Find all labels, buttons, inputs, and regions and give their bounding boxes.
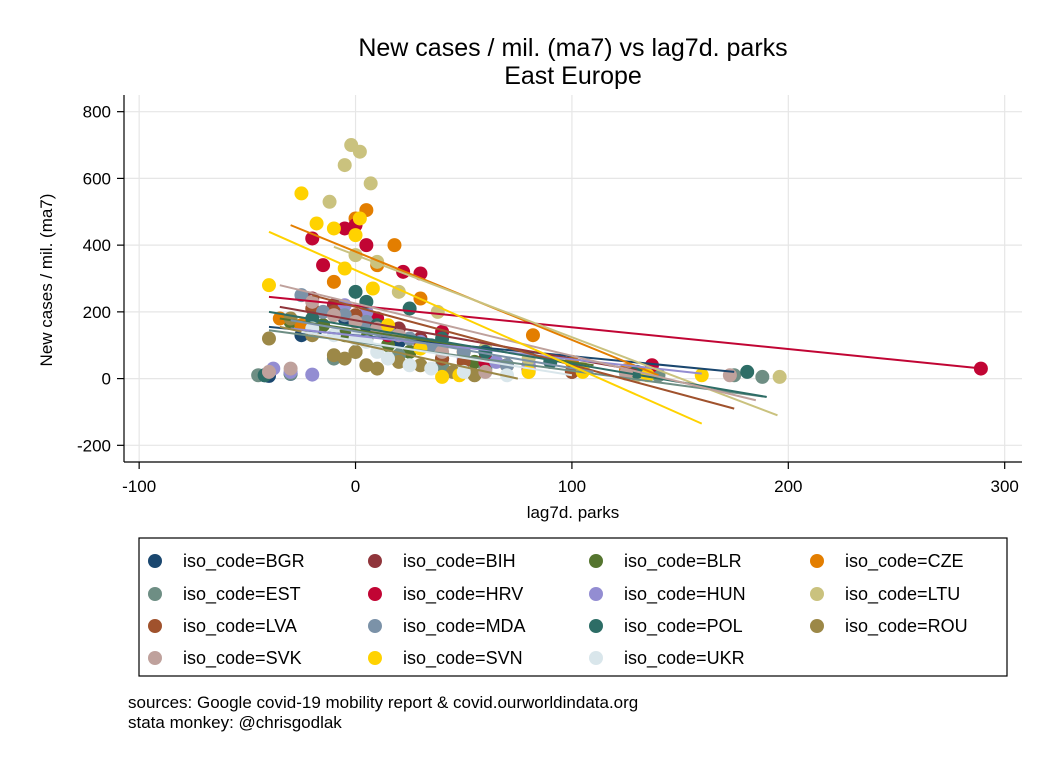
data-point (370, 361, 385, 376)
fit-line (301, 330, 573, 377)
data-point (467, 368, 482, 383)
author-note: stata monkey: @chrisgodlak (128, 713, 342, 732)
y-tick-label: -200 (77, 436, 111, 455)
data-point (424, 361, 439, 376)
x-tick-label: 300 (991, 477, 1019, 496)
legend-entry: iso_code=POL (624, 616, 743, 637)
legend-marker (589, 651, 603, 665)
data-point (365, 281, 380, 296)
x-axis-label: lag7d. parks (527, 503, 620, 522)
data-point (359, 238, 374, 253)
data-point (402, 358, 417, 373)
y-axis-label: New cases / mil. (ma7) (37, 194, 56, 367)
data-point (261, 364, 276, 379)
data-point (337, 351, 352, 366)
fit-line (268, 295, 984, 370)
legend-marker (148, 587, 162, 601)
legend-marker (148, 619, 162, 633)
legend-marker (368, 587, 382, 601)
data-point (489, 354, 504, 369)
data-point (348, 284, 363, 299)
legend-entry: iso_code=SVK (183, 648, 302, 669)
x-tick-label: 100 (558, 477, 586, 496)
data-point (352, 144, 367, 159)
data-point (283, 361, 298, 376)
legend-marker (589, 587, 603, 601)
fit-line (268, 230, 703, 425)
chart-title: New cases / mil. (ma7) vs lag7d. parks (358, 34, 787, 62)
legend-entry: iso_code=BIH (403, 551, 516, 572)
x-tick-label: 0 (351, 477, 360, 496)
data-point (435, 369, 450, 384)
legend-marker (368, 651, 382, 665)
legend-entry: iso_code=SVN (403, 648, 523, 669)
data-point (326, 221, 341, 236)
data-point (309, 216, 324, 231)
data-point (322, 194, 337, 209)
y-tick-label: 600 (83, 169, 111, 188)
data-point (740, 364, 755, 379)
legend: iso_code=BGR iso_code=BIH iso_code=BLR iso_… (148, 551, 968, 669)
legend-entry: iso_code=MDA (403, 616, 526, 637)
legend-entry: iso_code=LVA (183, 616, 297, 637)
data-point (363, 176, 378, 191)
data-point (413, 358, 428, 373)
legend-entry: iso_code=UKR (624, 648, 745, 669)
data-point (326, 308, 341, 323)
legend-marker (589, 619, 603, 633)
data-point (326, 274, 341, 289)
data-point (772, 369, 787, 384)
data-point (380, 351, 395, 366)
legend-marker (810, 554, 824, 568)
legend-entry: iso_code=EST (183, 584, 301, 605)
legend-box (138, 537, 1008, 677)
legend-marker (810, 587, 824, 601)
data-point (694, 368, 709, 383)
chart-subtitle: East Europe (504, 62, 642, 90)
data-point (402, 301, 417, 316)
legend-entry: iso_code=HRV (403, 584, 523, 605)
data-point (352, 211, 367, 226)
data-point (294, 186, 309, 201)
data-point (359, 358, 374, 373)
legend-marker (368, 554, 382, 568)
data-point (337, 158, 352, 173)
legend-entry: iso_code=CZE (845, 551, 964, 572)
legend-entry: iso_code=LTU (845, 584, 960, 605)
y-tick-label: 0 (102, 370, 111, 389)
y-tick-label: 400 (83, 236, 111, 255)
data-point (348, 228, 363, 243)
plot-area: -100 0 100 200 300 -200 0 200 400 600 800 (77, 95, 1022, 496)
fit-line (311, 294, 735, 410)
data-point (391, 354, 406, 369)
data-point (316, 258, 331, 273)
data-point (337, 221, 352, 236)
fit-line (268, 329, 767, 398)
x-tick-label: 200 (774, 477, 802, 496)
data-point (387, 238, 402, 253)
data-point (755, 369, 770, 384)
legend-marker (368, 619, 382, 633)
legend-entry: iso_code=ROU (845, 616, 968, 637)
legend-marker (589, 554, 603, 568)
data-point (326, 348, 341, 363)
legend-marker (148, 651, 162, 665)
x-tick-label: -100 (122, 477, 156, 496)
legend-entry: iso_code=BGR (183, 551, 305, 572)
data-point (261, 278, 276, 293)
y-tick-label: 800 (83, 103, 111, 122)
legend-marker (810, 619, 824, 633)
source-note: sources: Google covid-19 mobility report… (128, 693, 638, 712)
fit-line (290, 319, 594, 373)
legend-entry: iso_code=BLR (624, 551, 742, 572)
data-point (261, 331, 276, 346)
data-point (337, 261, 352, 276)
y-tick-label: 200 (83, 303, 111, 322)
data-point (525, 328, 540, 343)
data-point (348, 344, 363, 359)
data-point (305, 367, 320, 382)
legend-marker (148, 554, 162, 568)
legend-entry: iso_code=HUN (624, 584, 746, 605)
